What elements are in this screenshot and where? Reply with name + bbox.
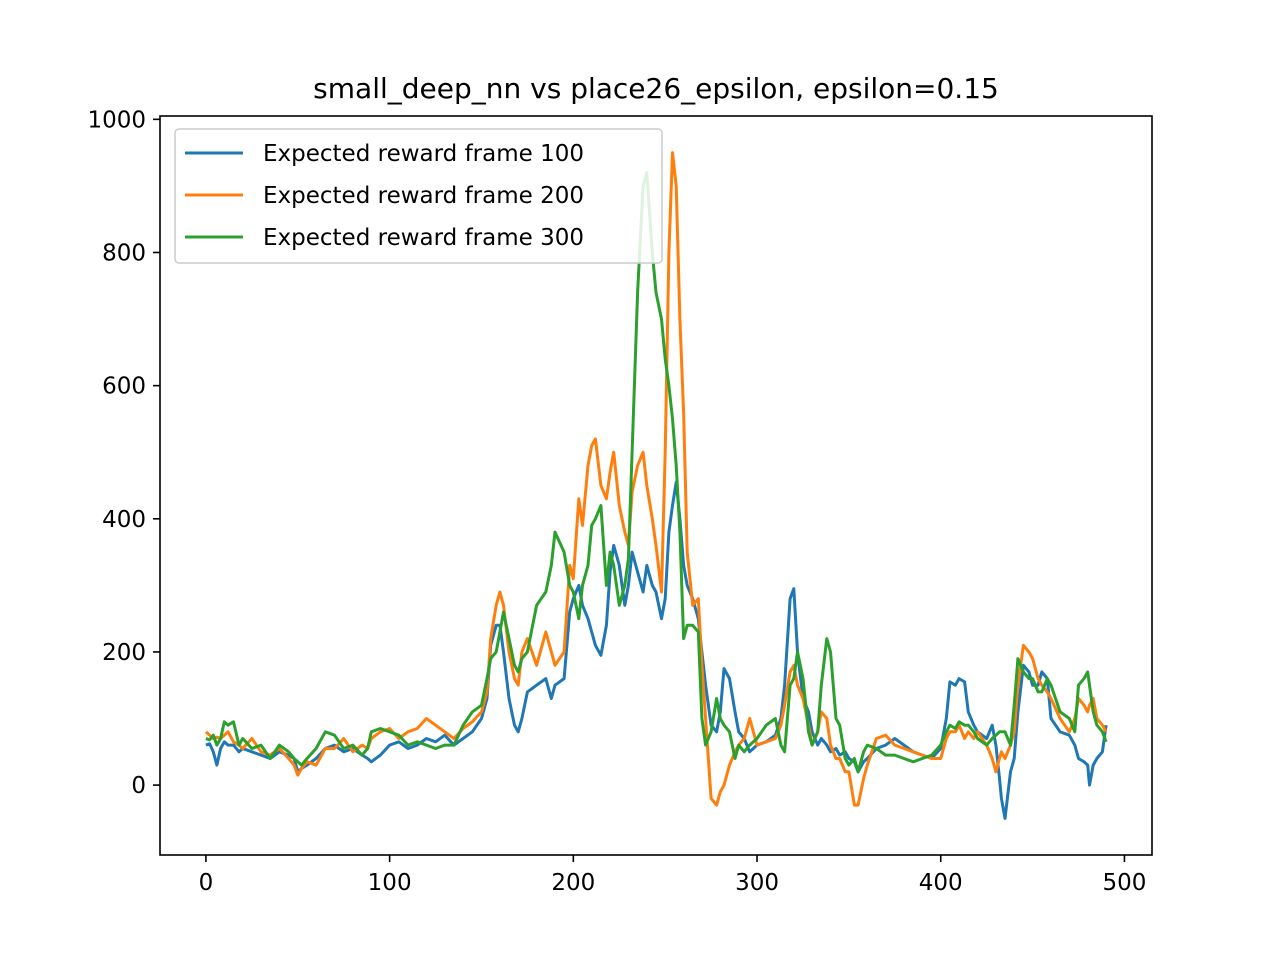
legend-label-1: Expected reward frame 100 — [263, 141, 584, 167]
x-tick-label: 100 — [368, 870, 412, 896]
y-axis: 0 200 400 600 800 1000 — [87, 107, 160, 799]
plot-lines — [204, 151, 1108, 820]
y-tick-label: 600 — [102, 374, 146, 400]
y-tick-label: 1000 — [87, 107, 146, 133]
y-tick-label: 400 — [102, 507, 146, 533]
y-tick-label: 200 — [102, 640, 146, 666]
y-tick-label: 800 — [102, 240, 146, 266]
x-tick-label: 300 — [735, 870, 779, 896]
series-line-2 — [204, 151, 1108, 807]
x-tick-label: 500 — [1102, 870, 1146, 896]
x-axis: 0 100 200 300 400 500 — [199, 855, 1146, 896]
chart-title: small_deep_nn vs place26_epsilon, epsilo… — [313, 72, 999, 105]
series-line-3 — [205, 171, 1108, 774]
legend-label-3: Expected reward frame 300 — [263, 225, 584, 251]
y-tick-label: 0 — [131, 773, 146, 799]
x-tick-label: 400 — [919, 870, 963, 896]
x-tick-label: 200 — [551, 870, 595, 896]
legend-box — [174, 128, 663, 264]
x-tick-label: 0 — [199, 870, 214, 896]
plot-frame — [159, 115, 1153, 856]
legend-label-2: Expected reward frame 200 — [263, 183, 584, 209]
legend: Expected reward frame 100 Expected reward… — [174, 128, 663, 264]
